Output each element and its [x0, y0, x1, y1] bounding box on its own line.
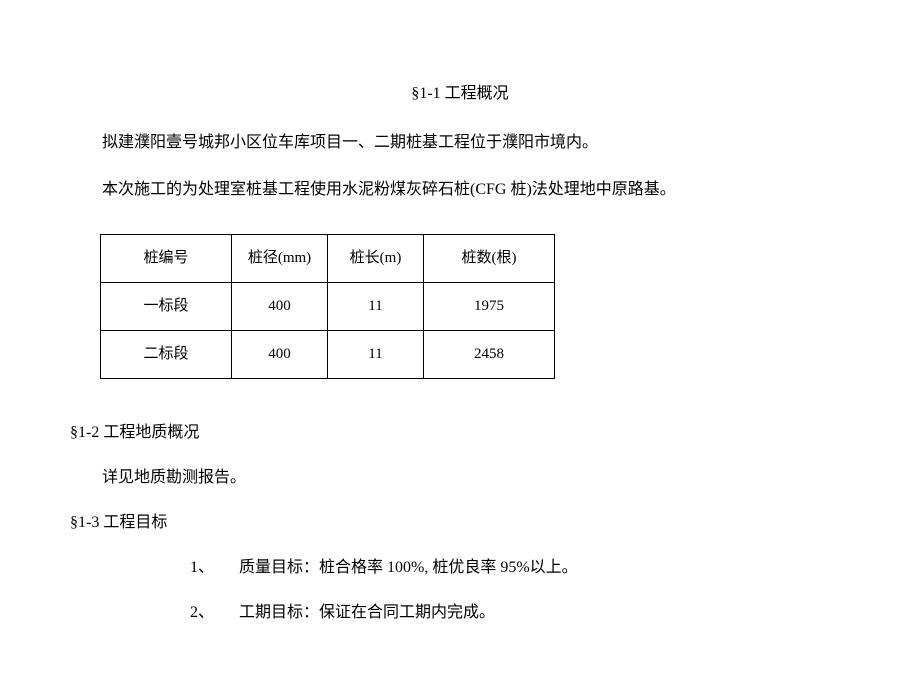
goal-number: 1、	[190, 554, 235, 583]
goal-item-2: 2、 工期目标：保证在合同工期内完成。	[70, 599, 850, 628]
table-row: 一标段 400 11 1975	[101, 283, 555, 331]
section-1-3-heading: §1-3 工程目标	[70, 509, 850, 538]
col-header-length: 桩长(m)	[328, 235, 424, 283]
cell-length: 11	[328, 331, 424, 379]
section-1-2-heading: §1-2 工程地质概况	[70, 419, 850, 448]
pile-table-container: 桩编号 桩径(mm) 桩长(m) 桩数(根) 一标段 400 11 1975 二…	[100, 234, 850, 379]
table-row: 二标段 400 11 2458	[101, 331, 555, 379]
table-header-row: 桩编号 桩径(mm) 桩长(m) 桩数(根)	[101, 235, 555, 283]
cell-diameter: 400	[232, 331, 328, 379]
col-header-count: 桩数(根)	[424, 235, 555, 283]
intro-paragraph-1: 拟建濮阳壹号城邦小区位车库项目一、二期桩基工程位于濮阳市境内。	[70, 129, 850, 158]
col-header-diameter: 桩径(mm)	[232, 235, 328, 283]
cell-count: 1975	[424, 283, 555, 331]
intro-paragraph-2: 本次施工的为处理室桩基工程使用水泥粉煤灰碎石桩(CFG 桩)法处理地中原路基。	[70, 176, 850, 205]
goal-text: 质量目标：桩合格率 100%, 桩优良率 95%以上。	[239, 559, 578, 576]
cell-length: 11	[328, 283, 424, 331]
cell-diameter: 400	[232, 283, 328, 331]
pile-table: 桩编号 桩径(mm) 桩长(m) 桩数(根) 一标段 400 11 1975 二…	[100, 234, 555, 379]
col-header-pile-id: 桩编号	[101, 235, 232, 283]
cell-count: 2458	[424, 331, 555, 379]
goal-item-1: 1、 质量目标：桩合格率 100%, 桩优良率 95%以上。	[70, 554, 850, 583]
goal-text: 工期目标：保证在合同工期内完成。	[239, 604, 495, 621]
document-page: §1-1 工程概况 拟建濮阳壹号城邦小区位车库项目一、二期桩基工程位于濮阳市境内…	[0, 0, 920, 683]
section-1-1-title: §1-1 工程概况	[70, 80, 850, 109]
section-1-2-body: 详见地质勘测报告。	[70, 464, 850, 493]
goal-number: 2、	[190, 599, 235, 628]
cell-section: 二标段	[101, 331, 232, 379]
cell-section: 一标段	[101, 283, 232, 331]
